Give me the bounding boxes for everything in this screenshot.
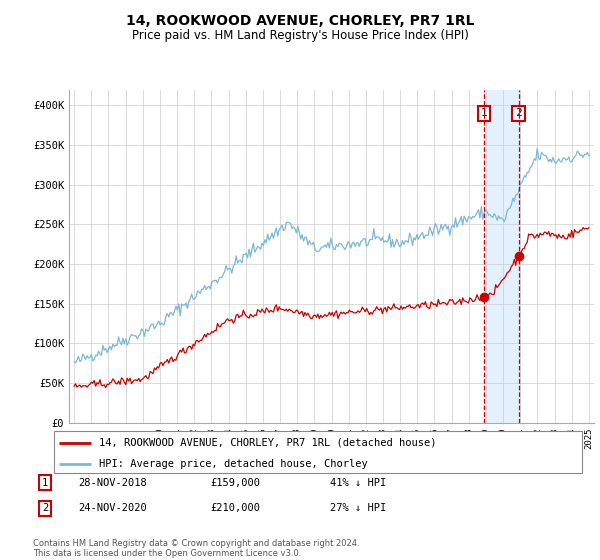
Text: 2: 2 <box>515 109 522 118</box>
FancyBboxPatch shape <box>54 431 582 473</box>
Text: £159,000: £159,000 <box>210 478 260 488</box>
Text: 1: 1 <box>481 109 488 118</box>
Text: 14, ROOKWOOD AVENUE, CHORLEY, PR7 1RL (detached house): 14, ROOKWOOD AVENUE, CHORLEY, PR7 1RL (d… <box>99 437 436 447</box>
Text: 27% ↓ HPI: 27% ↓ HPI <box>330 503 386 514</box>
Text: 24-NOV-2020: 24-NOV-2020 <box>78 503 147 514</box>
Text: £210,000: £210,000 <box>210 503 260 514</box>
Bar <box>484 90 518 423</box>
Text: 1: 1 <box>42 478 48 488</box>
Text: 41% ↓ HPI: 41% ↓ HPI <box>330 478 386 488</box>
Text: 2: 2 <box>42 503 48 514</box>
Text: 28-NOV-2018: 28-NOV-2018 <box>78 478 147 488</box>
Text: Contains HM Land Registry data © Crown copyright and database right 2024.
This d: Contains HM Land Registry data © Crown c… <box>33 539 359 558</box>
Text: Price paid vs. HM Land Registry's House Price Index (HPI): Price paid vs. HM Land Registry's House … <box>131 29 469 42</box>
Text: HPI: Average price, detached house, Chorley: HPI: Average price, detached house, Chor… <box>99 459 368 469</box>
Text: 14, ROOKWOOD AVENUE, CHORLEY, PR7 1RL: 14, ROOKWOOD AVENUE, CHORLEY, PR7 1RL <box>126 14 474 28</box>
